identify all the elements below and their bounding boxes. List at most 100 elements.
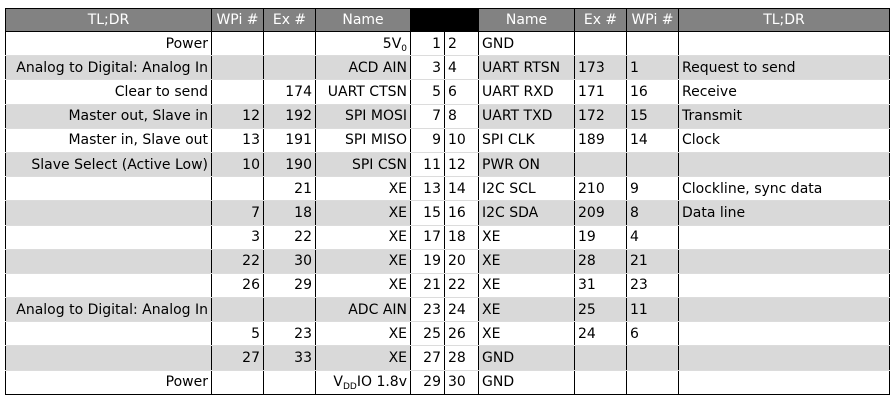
left-tldr-cell (5, 224, 212, 250)
left-tldr-cell: Power (5, 369, 212, 395)
right-name-cell: UART RXD (478, 79, 575, 105)
left-name-cell: XE (315, 248, 411, 274)
left-tldr-cell (5, 176, 212, 202)
right-tldr-cell (678, 272, 890, 299)
left-name-subscript: 0 (401, 43, 407, 54)
right-ex-cell: 31 (574, 272, 627, 299)
left-ex-cell: 23 (263, 321, 316, 347)
right-wpi-cell (626, 369, 679, 395)
right-name-cell: GND (478, 369, 575, 395)
right-pin-number: 6 (444, 79, 479, 105)
left-name-text: ACD AIN (348, 59, 407, 76)
right-pin-number: 12 (444, 151, 479, 178)
left-ex-cell (263, 55, 316, 81)
left-name-subscript: DD (342, 382, 357, 393)
left-name-cell: ADC AIN (315, 297, 411, 323)
right-pin-number: 28 (444, 345, 479, 371)
right-tldr-cell: Transmit (678, 103, 890, 129)
header-right-pin (444, 8, 479, 32)
right-name-cell: XE (478, 248, 575, 274)
header-right-wpi: WPi # (626, 8, 679, 32)
right-tldr-cell (678, 151, 890, 178)
left-name-cell: SPI MISO (315, 127, 411, 153)
left-name-text: XE (388, 277, 407, 294)
left-wpi-cell (211, 176, 264, 202)
right-wpi-cell: 14 (626, 127, 679, 153)
right-tldr-cell: Request to send (678, 55, 890, 81)
left-name-cell: XE (315, 272, 411, 299)
left-wpi-cell (211, 30, 264, 57)
left-pin-number: 1 (410, 30, 445, 57)
left-wpi-cell: 27 (211, 345, 264, 371)
left-ex-cell (263, 297, 316, 323)
left-pin-number: 15 (410, 200, 445, 226)
left-name-text: XE (388, 229, 407, 246)
left-name-text: XE (388, 204, 407, 221)
right-pin-number: 4 (444, 55, 479, 81)
right-name-cell: I2C SDA (478, 200, 575, 226)
right-wpi-cell: 1 (626, 55, 679, 81)
right-wpi-cell: 21 (626, 248, 679, 274)
left-name-cell: VDDIO 1.8v (315, 369, 411, 395)
left-ex-cell: 22 (263, 224, 316, 250)
right-name-cell: UART TXD (478, 103, 575, 129)
left-ex-cell: 29 (263, 272, 316, 299)
left-wpi-cell (211, 369, 264, 395)
right-wpi-cell: 6 (626, 321, 679, 347)
left-pin-number: 13 (410, 176, 445, 202)
right-ex-cell: 189 (574, 127, 627, 153)
left-name-text: SPI CSN (351, 156, 407, 173)
left-wpi-cell (211, 79, 264, 105)
right-pin-number: 20 (444, 248, 479, 274)
left-name-cell: 5V0 (315, 30, 411, 57)
right-name-cell: XE (478, 321, 575, 347)
right-name-cell: XE (478, 224, 575, 250)
right-name-cell: GND (478, 30, 575, 57)
left-wpi-cell: 26 (211, 272, 264, 299)
left-tldr-cell: Master out, Slave in (5, 103, 212, 129)
left-name-cell: XE (315, 224, 411, 250)
right-pin-number: 30 (444, 369, 479, 395)
header-left-ex: Ex # (263, 8, 316, 32)
left-pin-number: 11 (410, 151, 445, 178)
left-ex-cell (263, 369, 316, 395)
left-tldr-cell (5, 345, 212, 371)
left-pin-number: 29 (410, 369, 445, 395)
left-pin-number: 5 (410, 79, 445, 105)
right-tldr-cell (678, 224, 890, 250)
right-tldr-cell: Receive (678, 79, 890, 105)
left-pin-number: 25 (410, 321, 445, 347)
right-pin-number: 10 (444, 127, 479, 153)
header-left-tldr: TL;DR (5, 8, 212, 32)
right-tldr-cell (678, 297, 890, 323)
left-wpi-cell (211, 55, 264, 81)
left-tldr-cell (5, 200, 212, 226)
left-tldr-cell (5, 248, 212, 274)
right-pin-number: 22 (444, 272, 479, 299)
header-right-ex: Ex # (574, 8, 627, 32)
right-tldr-cell: Data line (678, 200, 890, 226)
left-name-cell: XE (315, 321, 411, 347)
header-left-wpi: WPi # (211, 8, 264, 32)
right-name-cell: GND (478, 345, 575, 371)
left-wpi-cell (211, 297, 264, 323)
left-name-text: SPI MISO (344, 132, 407, 149)
left-tldr-cell (5, 272, 212, 299)
table-row: Analog to Digital: Analog In ADC AIN 23 24 X… (5, 297, 890, 323)
right-pin-number: 26 (444, 321, 479, 347)
right-ex-cell: 19 (574, 224, 627, 250)
left-name-cell: UART CTSN (315, 79, 411, 105)
left-name-text: XE (388, 325, 407, 342)
left-name-text: SPI MOSI (344, 108, 407, 125)
left-pin-number: 21 (410, 272, 445, 299)
left-name-text: XE (388, 180, 407, 197)
table-row: Slave Select (Active Low) 10 190 SPI CSN 11 1… (5, 151, 890, 178)
right-tldr-cell (678, 345, 890, 371)
right-wpi-cell: 8 (626, 200, 679, 226)
left-name-cell: ACD AIN (315, 55, 411, 81)
right-ex-cell (574, 151, 627, 178)
right-ex-cell: 28 (574, 248, 627, 274)
table-row: Clear to send 174 UART CTSN 5 6 UART RXD 171 16… (5, 79, 890, 105)
left-pin-number: 3 (410, 55, 445, 81)
right-ex-cell: 25 (574, 297, 627, 323)
